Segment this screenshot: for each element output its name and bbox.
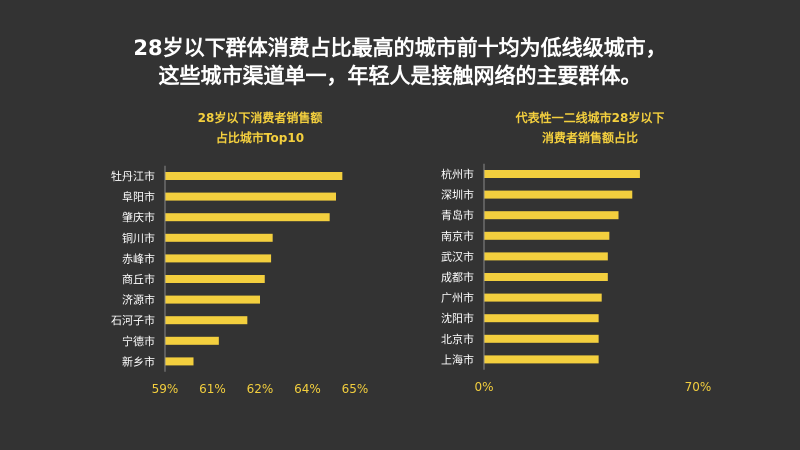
left-chart-bar [165, 316, 248, 325]
headline: 28岁以下群体消费占比最高的城市前十均为低线级城市， 这些城市渠道单一，年轻人是… [0, 34, 800, 90]
left-chart-bar [165, 233, 273, 242]
left-chart-category-label: 济源市 [122, 293, 155, 307]
right-chart-category-label: 成都市 [441, 270, 474, 284]
left-chart-category-label: 阜阳市 [122, 190, 155, 204]
left-chart-title: 28岁以下消费者销售额 占比城市Top10 [150, 108, 370, 148]
headline-line-2: 这些城市渠道单一，年轻人是接触网络的主要群体。 [158, 64, 642, 88]
left-chart-bar [165, 295, 260, 304]
right-chart-bar [484, 334, 599, 343]
right-chart-category-label: 青岛市 [441, 208, 474, 222]
left-chart-category-label: 石河子市 [111, 313, 155, 327]
left-chart-bar [165, 336, 219, 345]
right-chart-category-label: 南京市 [441, 229, 474, 243]
right-chart-bar [484, 252, 608, 261]
right-chart-bar [484, 355, 599, 364]
right-chart-category-label: 沈阳市 [441, 311, 474, 325]
right-chart: 杭州市深圳市青岛市南京市武汉市成都市广州市沈阳市北京市上海市 0% 70% [405, 158, 735, 398]
right-chart-title-line-1: 代表性一二线城市28岁以下 [515, 111, 665, 125]
left-chart-tick-label: 59% [152, 382, 179, 396]
left-chart-category-label: 商丘市 [122, 272, 155, 286]
left-chart-tick-label: 65% [342, 382, 369, 396]
right-chart-title: 代表性一二线城市28岁以下 消费者销售额占比 [470, 108, 710, 148]
left-chart: 牡丹江市阜阳市肇庆市铜川市赤峰市商丘市济源市石河子市宁德市新乡市 59% 61% 62… [85, 158, 385, 398]
left-chart-category-label: 肇庆市 [122, 210, 155, 224]
left-chart-category-label: 牡丹江市 [111, 169, 155, 183]
right-chart-bar [484, 273, 608, 281]
headline-line-1: 28岁以下群体消费占比最高的城市前十均为低线级城市， [133, 36, 667, 60]
left-chart-bar [165, 254, 272, 263]
left-chart-bar [165, 275, 265, 283]
left-chart-category-label: 铜川市 [122, 231, 155, 245]
left-chart-category-label: 赤峰市 [122, 251, 155, 265]
right-chart-category-label: 深圳市 [441, 188, 474, 202]
right-chart-title-line-2: 消费者销售额占比 [541, 131, 638, 145]
right-chart-bar [484, 293, 602, 302]
right-chart-bar [484, 170, 640, 178]
left-chart-bar [165, 172, 343, 180]
left-chart-tick-label: 61% [199, 382, 226, 396]
right-chart-bar [484, 231, 610, 240]
left-chart-tick-label: 64% [294, 382, 321, 396]
right-chart-category-label: 杭州市 [441, 167, 474, 181]
right-chart-category-label: 北京市 [441, 332, 474, 346]
left-chart-category-label: 新乡市 [122, 354, 155, 368]
right-chart-category-label: 武汉市 [441, 249, 474, 263]
left-chart-title-line-2: 占比城市Top10 [215, 131, 305, 145]
left-chart-category-label: 宁德市 [122, 334, 155, 348]
right-chart-category-label: 上海市 [441, 352, 474, 366]
left-chart-bar [165, 192, 336, 201]
left-chart-bar [165, 213, 330, 222]
right-chart-bar [484, 314, 599, 323]
right-chart-tick-label: 0% [474, 380, 493, 394]
left-chart-tick-label: 62% [247, 382, 274, 396]
left-chart-title-line-1: 28岁以下消费者销售额 [197, 111, 323, 125]
right-chart-bar [484, 190, 633, 199]
right-chart-category-label: 广州市 [441, 291, 474, 305]
right-chart-bar [484, 211, 619, 220]
left-chart-bar [165, 357, 194, 366]
right-chart-tick-label: 70% [685, 380, 712, 394]
